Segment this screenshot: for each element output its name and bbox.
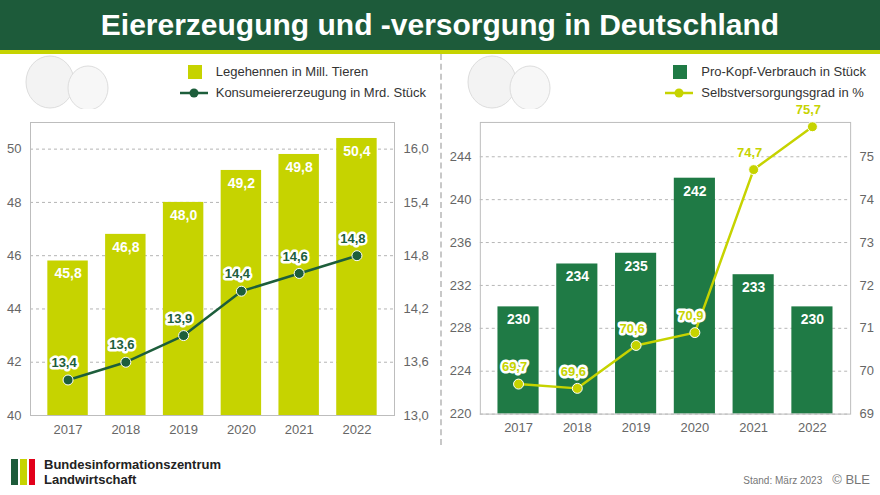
svg-text:69,7: 69,7 [502, 359, 527, 374]
svg-text:233: 233 [742, 279, 765, 295]
svg-text:13,6: 13,6 [404, 354, 429, 369]
svg-text:220: 220 [450, 406, 472, 421]
svg-text:13,6: 13,6 [109, 337, 134, 352]
svg-text:2021: 2021 [285, 422, 314, 437]
svg-text:75: 75 [860, 149, 874, 164]
svg-text:14,4: 14,4 [225, 266, 251, 281]
svg-text:13,0: 13,0 [404, 408, 429, 423]
svg-text:69: 69 [860, 406, 874, 421]
svg-text:230: 230 [801, 311, 824, 327]
svg-text:75,7: 75,7 [796, 102, 821, 117]
svg-text:15,4: 15,4 [404, 195, 429, 210]
svg-text:2017: 2017 [54, 422, 83, 437]
svg-text:49,8: 49,8 [286, 159, 313, 175]
svg-text:2022: 2022 [798, 420, 827, 435]
html-text:© BLE: © BLE [832, 472, 870, 487]
svg-text:244: 244 [450, 149, 472, 164]
svg-text:44: 44 [7, 301, 21, 316]
svg-text:70: 70 [860, 363, 874, 378]
svg-text:235: 235 [624, 258, 647, 274]
svg-text:13,4: 13,4 [51, 355, 77, 370]
html-text:Bundesinformationszentrum: Bundesinformationszentrum [44, 457, 221, 472]
svg-text:42: 42 [7, 354, 21, 369]
svg-text:74,7: 74,7 [737, 145, 762, 160]
svg-text:14,8: 14,8 [404, 248, 429, 263]
svg-text:16,0: 16,0 [404, 141, 429, 156]
svg-text:48,0: 48,0 [170, 207, 197, 223]
svg-text:45,8: 45,8 [54, 265, 81, 281]
html-text:Selbstversorgungsgrad in %: Selbstversorgungsgrad in % [701, 85, 864, 100]
svg-text:50: 50 [7, 141, 21, 156]
svg-text:224: 224 [450, 363, 472, 378]
html-text:Eierer­zeugung und -versorgung: Eierer­zeugung und -versorgung in Deutsc… [100, 8, 780, 41]
svg-text:69,6: 69,6 [561, 364, 586, 379]
svg-text:240: 240 [450, 192, 472, 207]
html-text:Landwirtschaft: Landwirtschaft [44, 472, 137, 487]
svg-text:48: 48 [7, 195, 21, 210]
svg-text:46,8: 46,8 [112, 239, 139, 255]
svg-text:70,6: 70,6 [620, 321, 645, 336]
svg-text:14,8: 14,8 [340, 231, 365, 246]
html-text:Legehennen in Mill. Tieren: Legehennen in Mill. Tieren [215, 64, 369, 79]
html-text:Stand: März 2023: Stand: März 2023 [743, 475, 823, 486]
svg-text:2019: 2019 [622, 420, 651, 435]
svg-text:236: 236 [450, 235, 472, 250]
svg-text:2017: 2017 [504, 420, 533, 435]
svg-text:71: 71 [860, 320, 874, 335]
svg-text:2019: 2019 [169, 422, 198, 437]
svg-text:2022: 2022 [342, 422, 371, 437]
html-text:Konsumeiererzeugung in Mrd. St: Konsumeiererzeugung in Mrd. Stück [215, 85, 426, 100]
svg-text:14,2: 14,2 [404, 301, 429, 316]
svg-text:2018: 2018 [111, 422, 140, 437]
svg-text:228: 228 [450, 320, 472, 335]
svg-text:2021: 2021 [739, 420, 768, 435]
svg-text:234: 234 [566, 268, 589, 284]
svg-text:46: 46 [7, 248, 21, 263]
svg-text:2020: 2020 [227, 422, 256, 437]
svg-text:2020: 2020 [680, 420, 709, 435]
svg-text:50,4: 50,4 [343, 143, 370, 159]
svg-text:2018: 2018 [563, 420, 592, 435]
svg-text:40: 40 [7, 408, 21, 423]
svg-text:14,6: 14,6 [283, 249, 308, 264]
svg-text:72: 72 [860, 278, 874, 293]
html-text:Pro-Kopf-Verbrauch in Stück: Pro-Kopf-Verbrauch in Stück [701, 64, 866, 79]
svg-text:74: 74 [860, 192, 874, 207]
svg-text:13,9: 13,9 [167, 311, 192, 326]
svg-text:70,9: 70,9 [678, 308, 703, 323]
svg-text:230: 230 [507, 311, 530, 327]
svg-text:232: 232 [450, 278, 472, 293]
svg-text:49,2: 49,2 [228, 175, 255, 191]
svg-text:242: 242 [683, 183, 706, 199]
svg-text:73: 73 [860, 235, 874, 250]
